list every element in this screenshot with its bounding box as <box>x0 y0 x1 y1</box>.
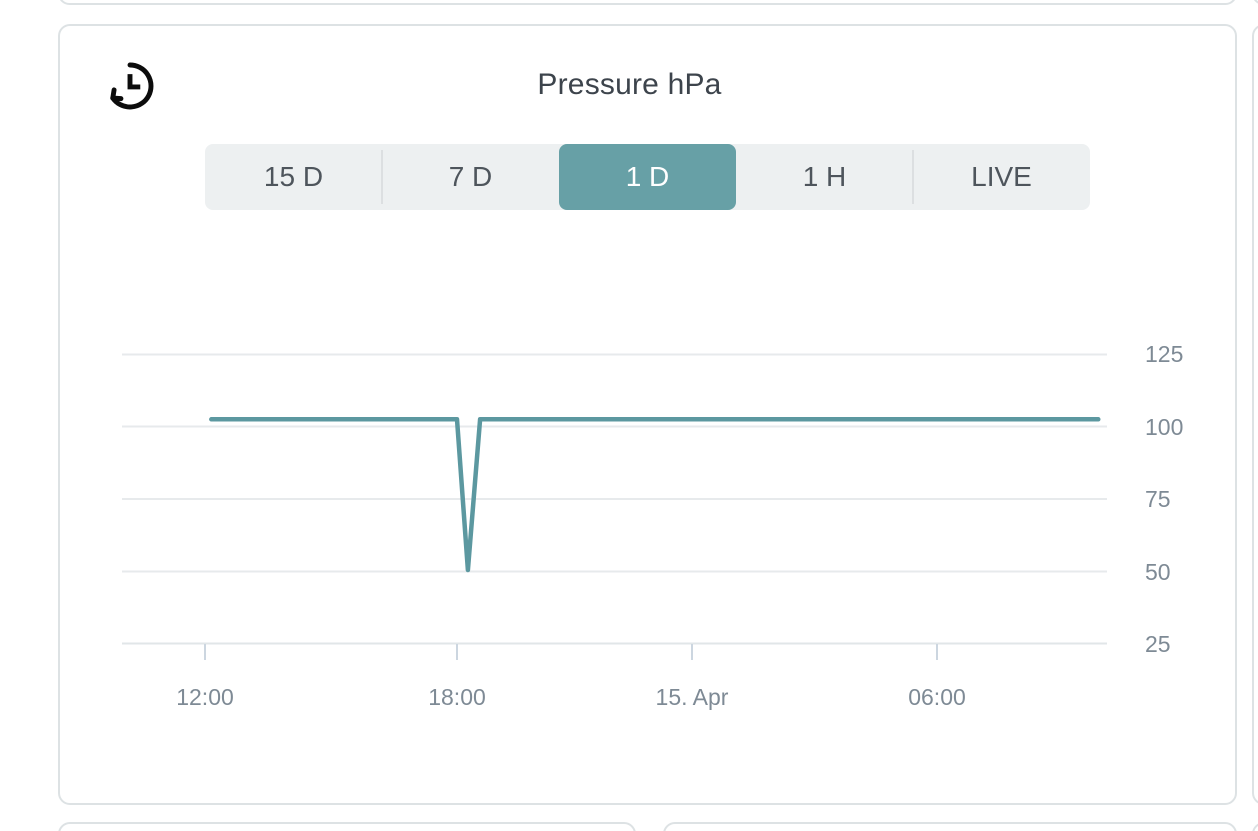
y-axis-label: 50 <box>1145 558 1171 585</box>
right-column-card-bottom-partial <box>1252 822 1258 831</box>
history-clock-arrow-icon <box>102 58 158 114</box>
chart-title: Pressure hPa <box>537 68 722 101</box>
range-divider <box>912 150 914 204</box>
y-axis-label: 25 <box>1145 631 1171 657</box>
chart-gridlines <box>122 353 1107 573</box>
range-divider <box>381 150 383 204</box>
range-option-4[interactable]: LIVE <box>913 144 1090 210</box>
x-axis-label: 18:00 <box>428 684 486 710</box>
right-column-card-top-partial <box>1252 0 1258 5</box>
range-option-0[interactable]: 15 D <box>205 144 382 210</box>
pressure-line-chart <box>122 353 1107 660</box>
card-above-partial <box>58 0 1237 5</box>
y-axis-label: 75 <box>1145 486 1171 512</box>
x-axis-label: 15. Apr <box>655 684 729 710</box>
range-option-1[interactable]: 7 D <box>382 144 559 210</box>
history-button[interactable] <box>98 54 162 118</box>
range-option-2[interactable]: 1 D <box>559 144 736 210</box>
pressure-chart-card: Pressure hPa 15 D 7 D 1 D 1 H LIVE <box>58 24 1237 805</box>
range-option-3[interactable]: 1 H <box>736 144 913 210</box>
y-axis-label: 100 <box>1145 413 1184 440</box>
x-axis-label: 12:00 <box>176 684 234 710</box>
time-range-selector: 15 D 7 D 1 D 1 H LIVE <box>205 144 1090 210</box>
chart-x-axis-ticks <box>204 644 938 660</box>
y-axis-label: 125 <box>1145 341 1184 367</box>
right-column-card-partial <box>1252 24 1258 805</box>
card-below-right-partial <box>663 822 1237 831</box>
pressure-series-line <box>209 417 1101 573</box>
x-axis-label: 06:00 <box>908 684 966 710</box>
card-below-left-partial <box>58 822 636 831</box>
